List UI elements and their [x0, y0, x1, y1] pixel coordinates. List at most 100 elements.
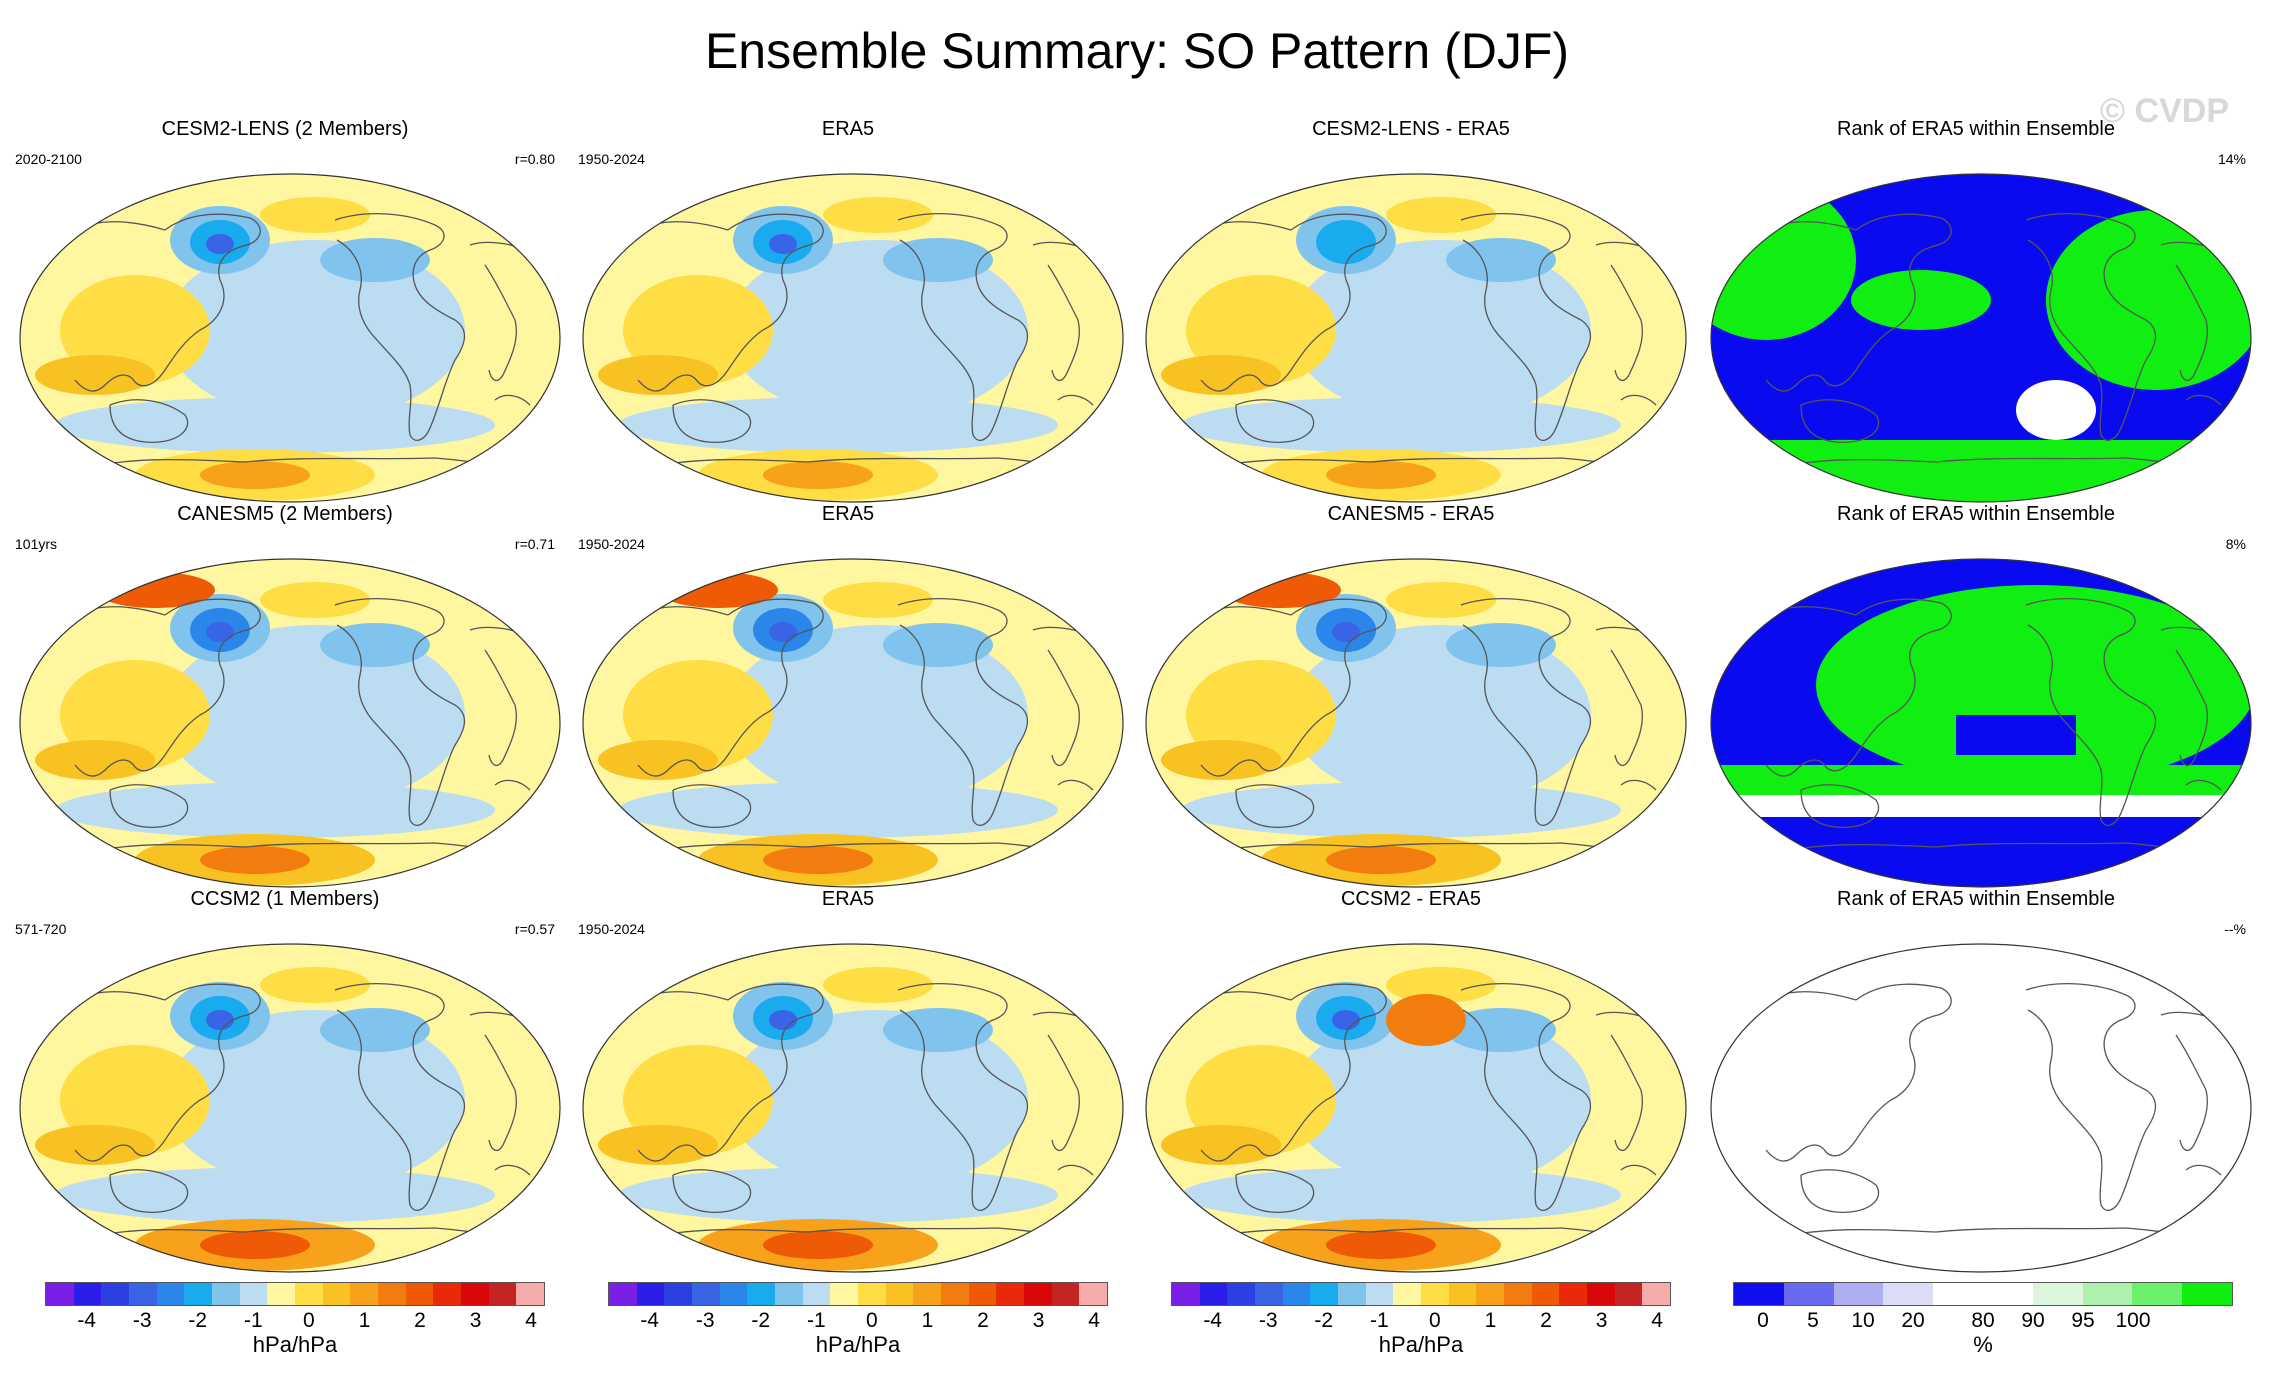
colorbar-swatch	[516, 1283, 545, 1305]
colorbar-swatch	[664, 1283, 693, 1305]
map-panel-rank-2: Rank of ERA5 within Ensemble 8%	[1696, 503, 2256, 893]
colorbar-swatch	[405, 1283, 434, 1305]
colorbar-swatch	[2132, 1283, 2183, 1305]
colorbar-tick-label: 3	[1595, 1309, 1608, 1332]
colorbar-unit: hPa/hPa	[252, 1332, 338, 1357]
panel-title: CCSM2 (1 Members)	[190, 888, 380, 910]
colorbar-tick-label: 10	[1851, 1309, 1875, 1332]
colorbar-tick-label: 3	[469, 1309, 482, 1332]
colorbar-tick-label: 0	[1429, 1309, 1441, 1332]
colorbar-swatch	[719, 1283, 748, 1305]
colorbar-swatch	[692, 1283, 720, 1305]
colorbar-swatch	[267, 1283, 296, 1305]
colorbar-swatch	[1199, 1283, 1228, 1305]
colorbar-swatch	[1282, 1283, 1311, 1305]
colorbar-tick-label: -3	[132, 1309, 152, 1332]
map-image	[1145, 558, 1687, 888]
colorbar-tick-label: 4	[525, 1309, 537, 1332]
map-image	[19, 558, 561, 888]
colorbar-swatch	[156, 1283, 185, 1305]
colorbar-swatch	[2032, 1283, 2083, 1305]
colorbar-swatch	[1393, 1283, 1422, 1305]
colorbar-swatch	[1338, 1283, 1366, 1305]
map-image	[19, 943, 561, 1273]
map-image	[582, 173, 1124, 503]
colorbar-swatch	[1642, 1283, 1671, 1305]
colorbar-swatch	[636, 1283, 665, 1305]
colorbar-swatch	[322, 1283, 351, 1305]
colorbar-swatch	[1559, 1283, 1588, 1305]
colorbar-swatch	[1883, 1283, 1934, 1305]
map-panel-model-3: CCSM2 (1 Members) 571-720 r=0.57	[5, 888, 565, 1278]
colorbar-tick-label: 2	[1540, 1309, 1552, 1332]
colorbar: -4 -3 -2 -1 0 1 2 3 4 hPa/hPa	[1171, 1282, 1671, 1372]
colorbar-tick-label: -2	[188, 1309, 208, 1332]
colorbar-swatch	[1531, 1283, 1560, 1305]
colorbar-swatch	[1614, 1283, 1643, 1305]
colorbar-swatch	[1476, 1283, 1505, 1305]
colorbar-tick-label: 2	[414, 1309, 426, 1332]
colorbar-swatch	[830, 1283, 859, 1305]
map-panel-rank-1: Rank of ERA5 within Ensemble 14%	[1696, 118, 2256, 508]
panel-title: CANESM5 (2 Members)	[177, 503, 393, 525]
colorbar-swatch	[1933, 1283, 1983, 1305]
colorbar-swatch	[1365, 1283, 1394, 1305]
panel-title: CCSM2 - ERA5	[1340, 888, 1482, 910]
colorbar-tick-label: -3	[695, 1309, 715, 1332]
colorbar-tick-label: 1	[921, 1309, 934, 1332]
colorbar-swatch	[802, 1283, 831, 1305]
map-image	[582, 943, 1124, 1273]
colorbar-swatches	[608, 1282, 1108, 1306]
panel-stat-label: r=0.57	[514, 921, 555, 937]
colorbar-swatch	[1734, 1283, 1784, 1305]
colorbar: -4 -3 -2 -1 0 1 2 3 4 hPa/hPa	[45, 1282, 545, 1372]
panel-period-label: 1950-2024	[578, 151, 645, 167]
colorbar-swatch	[73, 1283, 102, 1305]
map-panel-diff-1: CESM2-LENS - ERA5	[1131, 118, 1691, 508]
colorbar-swatch	[488, 1283, 517, 1305]
colorbar-swatch	[1227, 1283, 1256, 1305]
colorbar-swatch	[1421, 1283, 1449, 1305]
colorbar-swatch	[350, 1283, 379, 1305]
colorbar-swatch	[1079, 1283, 1108, 1305]
colorbar-tick-label: -4	[77, 1309, 96, 1332]
colorbar-tick-label: 0	[1757, 1309, 1769, 1332]
map-panel-diff-3: CCSM2 - ERA5	[1131, 888, 1691, 1278]
colorbar-swatch	[46, 1283, 74, 1305]
map-panel-diff-2: CANESM5 - ERA5	[1131, 503, 1691, 893]
panel-period-label: 1950-2024	[578, 921, 645, 937]
panel-stat-label: --%	[2224, 921, 2246, 937]
map-image	[582, 558, 1124, 888]
colorbar-swatch	[885, 1283, 914, 1305]
colorbar-swatches	[1733, 1282, 2233, 1306]
figure-title: Ensemble Summary: SO Pattern (DJF)	[704, 23, 1570, 79]
panel-title: ERA5	[821, 503, 875, 525]
colorbar-swatch	[1051, 1283, 1080, 1305]
colorbar-swatch	[609, 1283, 637, 1305]
colorbar-swatch	[2182, 1283, 2232, 1305]
panel-period-label: 571-720	[15, 921, 67, 937]
colorbar-swatch	[858, 1283, 886, 1305]
panel-stat-label: r=0.80	[514, 151, 555, 167]
colorbar-swatch	[1024, 1283, 1052, 1305]
map-image	[1145, 173, 1687, 503]
panel-title: ERA5	[821, 888, 875, 910]
panel-stat-label: 8%	[2225, 536, 2246, 552]
panel-period-label: 1950-2024	[578, 536, 645, 552]
colorbar-tick-label: 4	[1651, 1309, 1663, 1332]
colorbar-unit: %	[1973, 1332, 1993, 1357]
colorbar-swatch	[1504, 1283, 1532, 1305]
colorbar-swatch	[1587, 1283, 1615, 1305]
map-image	[1145, 943, 1687, 1273]
colorbar-swatch	[1783, 1283, 1834, 1305]
map-panel-obs-1: ERA5 1950-2024	[568, 118, 1128, 508]
panel-title: ERA5	[821, 118, 875, 140]
colorbar-swatch	[101, 1283, 130, 1305]
colorbar-swatches	[45, 1282, 545, 1306]
colorbar-swatch	[378, 1283, 406, 1305]
panel-title: CESM2-LENS - ERA5	[1312, 118, 1510, 140]
colorbar-swatch	[129, 1283, 157, 1305]
colorbar-tick-label: 4	[1088, 1309, 1100, 1332]
colorbar-swatch	[2082, 1283, 2133, 1305]
colorbar-swatch	[1448, 1283, 1477, 1305]
